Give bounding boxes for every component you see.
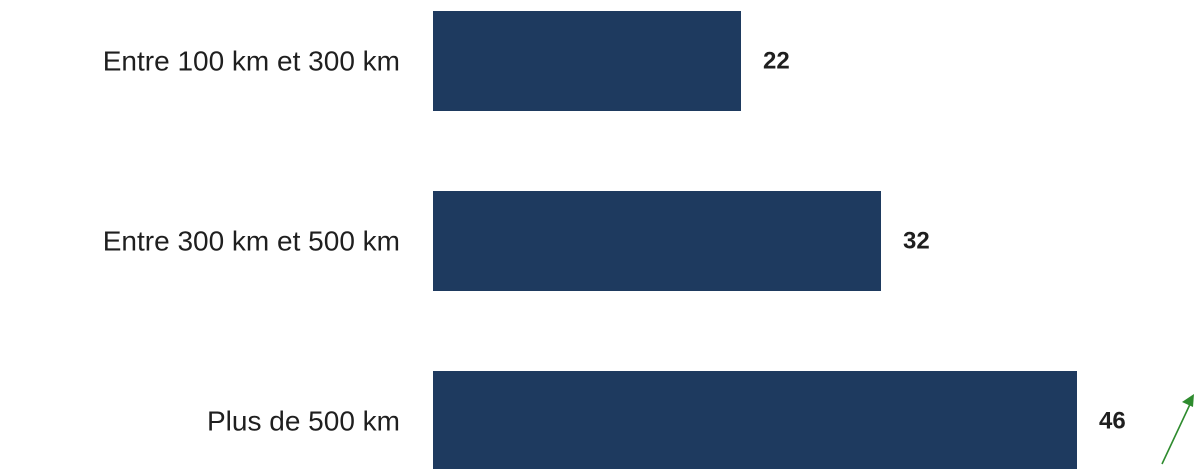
category-label-3: Plus de 500 km [207,406,400,437]
category-labels: Entre 100 km et 300 km Entre 300 km et 50… [103,46,400,437]
value-label-3: 46 [1099,408,1126,435]
bar-3 [433,371,1077,469]
trend-up-arrow-icon [1161,399,1193,465]
bar-2 [433,191,881,291]
trend-annotation [1161,394,1194,465]
category-label-2: Entre 300 km et 500 km [103,226,400,257]
bars-group [433,11,1077,469]
trend-arrow-head-icon [1182,394,1194,407]
value-label-1: 22 [763,48,790,75]
bar-1 [433,11,741,111]
value-label-2: 32 [903,228,930,255]
value-labels: 22 32 46 [763,48,1126,435]
category-label-1: Entre 100 km et 300 km [103,46,400,77]
